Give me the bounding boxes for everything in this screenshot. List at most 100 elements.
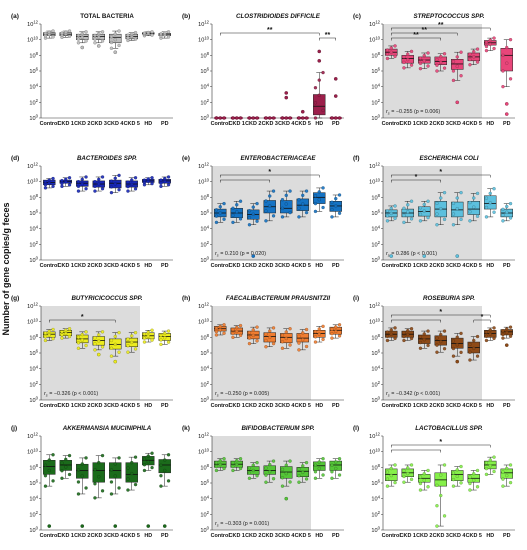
x-tick-label: CKD 5 [124, 533, 140, 539]
data-point [146, 177, 150, 181]
data-point [330, 207, 334, 212]
data-point [321, 108, 325, 113]
data-point [133, 330, 138, 335]
data-point [492, 36, 496, 40]
data-point [280, 476, 285, 480]
data-point [409, 217, 414, 221]
outlier-point [162, 524, 167, 528]
y-tick-label: 102 [200, 380, 209, 388]
panel-title: BACTEROIDES SPP. [77, 155, 137, 162]
data-point [109, 354, 114, 358]
y-tick-label: 108 [371, 333, 380, 341]
box [92, 462, 105, 483]
y-tick-label: 102 [29, 98, 38, 106]
data-point [402, 60, 406, 65]
data-point [133, 455, 138, 459]
x-tick-label: HD [144, 263, 152, 269]
x-tick-label: CKD 4 [449, 121, 465, 127]
data-point [142, 332, 147, 336]
data-point [93, 496, 97, 500]
x-tick-label: HD [486, 533, 494, 539]
data-point [264, 209, 268, 213]
data-point [222, 217, 226, 221]
data-point [255, 116, 259, 120]
data-point [76, 492, 81, 496]
data-point [468, 342, 472, 347]
data-point [393, 44, 397, 48]
data-point [426, 329, 430, 333]
data-point [297, 348, 301, 352]
data-point [84, 175, 88, 179]
data-point [251, 463, 255, 467]
x-tick-label: CKD 5 [124, 121, 140, 127]
data-point [97, 339, 101, 343]
data-point [435, 57, 439, 62]
data-point [100, 39, 105, 43]
data-point [264, 116, 268, 120]
data-point [501, 53, 505, 58]
data-point [406, 471, 410, 476]
data-point [304, 477, 309, 481]
data-point [484, 472, 489, 477]
x-tick-label: CKD 1 [58, 403, 74, 409]
data-point [439, 207, 443, 211]
data-point [451, 78, 456, 83]
data-point [64, 465, 68, 469]
data-point [484, 48, 489, 53]
outlier-point [96, 44, 101, 48]
data-point [80, 332, 84, 337]
data-point [264, 466, 268, 470]
data-point [313, 86, 318, 90]
x-tick-label: CKD 3 [91, 533, 107, 539]
data-point [422, 59, 426, 63]
data-point [488, 464, 492, 468]
data-point [218, 328, 222, 332]
data-point [313, 463, 318, 467]
data-point [117, 173, 121, 178]
y-tick-label: 1010 [27, 35, 39, 43]
data-point [484, 205, 489, 210]
data-point [468, 63, 472, 67]
data-point [113, 176, 117, 180]
data-point [109, 35, 114, 39]
x-tick-label: PD [161, 403, 169, 409]
data-point [76, 480, 81, 484]
data-point [418, 219, 423, 223]
x-tick-label: CKD 2 [74, 403, 90, 409]
data-point [150, 176, 154, 180]
y-tick-label: 102 [200, 240, 209, 248]
data-point [80, 177, 84, 181]
data-point [268, 335, 272, 340]
x-tick-label: HD [315, 121, 323, 127]
data-point [468, 481, 472, 486]
data-point [301, 470, 305, 475]
x-tick-label: PD [161, 533, 169, 539]
x-tick-label: CKD 2 [245, 121, 261, 127]
data-point [146, 330, 150, 334]
data-point [409, 327, 414, 331]
data-point [67, 183, 72, 187]
data-point [214, 468, 219, 473]
outlier-point [146, 524, 151, 528]
data-point [109, 346, 114, 350]
data-point [505, 327, 509, 331]
data-point [43, 463, 48, 467]
data-point [80, 35, 84, 39]
x-tick-label: CKD 5 [466, 403, 482, 409]
data-point [43, 31, 48, 36]
outlier-point [47, 524, 52, 528]
data-point [218, 211, 222, 215]
x-tick-label: HD [486, 403, 494, 409]
data-point [451, 339, 456, 343]
outlier-point [333, 94, 338, 98]
data-point [97, 475, 101, 479]
x-tick-label: PD [161, 263, 169, 269]
data-point [67, 453, 72, 458]
data-point [297, 116, 301, 120]
y-tick-label: 108 [29, 51, 38, 59]
data-point [330, 327, 334, 331]
data-point [235, 329, 239, 334]
